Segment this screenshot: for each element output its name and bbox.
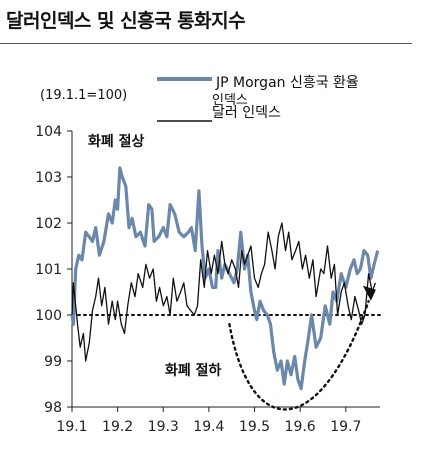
legend-label-em-currency: JP Morgan 신흥국 환율 [216,75,359,91]
annotation-appreciation: 화폐 절상 [88,134,145,150]
x-tick-label: 19.7 [330,419,361,435]
trend-arrow-head [362,285,376,301]
series-line-em-currency [70,166,380,391]
y-tick-label: 103 [35,170,62,186]
y-tick-label: 101 [35,262,62,278]
y-tick-label: 99 [44,354,62,370]
y-tick-label: 100 [35,308,62,324]
title-divider [0,43,412,44]
x-tick-label: 19.3 [148,419,179,435]
series-line-dollar-index [71,222,377,362]
y-tick-label: 104 [35,124,62,140]
base-note: (19.1.1=100) [40,88,128,103]
x-tick-label: 19.4 [193,419,224,435]
x-tick-label: 19.6 [285,419,316,435]
x-tick-label: 19.5 [239,419,270,435]
y-tick-label: 102 [35,216,62,232]
annotation-depreciation: 화폐 절하 [165,363,222,379]
x-tick-label: 19.1 [56,419,87,435]
y-tick-label: 98 [44,400,62,416]
x-tick-label: 19.2 [102,419,133,435]
trend-arrow-curve [228,300,370,411]
chart-title: 달러인덱스 및 신흥국 통화지수 [6,10,246,32]
legend-label-dollar-index: 달러 인덱스 [212,105,281,121]
legend-label-em-currency-line2: 인덱스 [212,93,248,108]
